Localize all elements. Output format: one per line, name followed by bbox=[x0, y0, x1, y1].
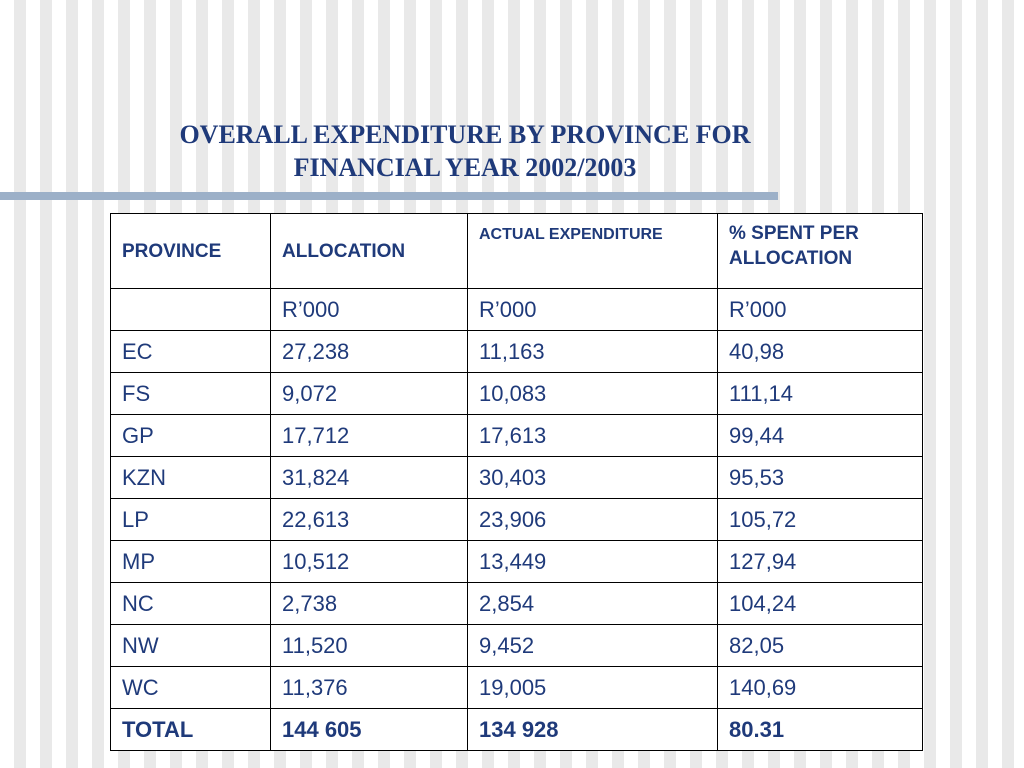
allocation-cell: 22,613 bbox=[270, 498, 468, 541]
table-row: EC 27,238 11,163 40,98 bbox=[110, 330, 923, 373]
expenditure-cell: 9,452 bbox=[467, 624, 718, 667]
unit-cell: R’000 bbox=[467, 288, 718, 331]
percent-cell: 140,69 bbox=[717, 666, 923, 709]
percent-cell: 40,98 bbox=[717, 330, 923, 373]
percent-cell: 127,94 bbox=[717, 540, 923, 583]
table-row: FS 9,072 10,083 111,14 bbox=[110, 372, 923, 415]
title-line-2: FINANCIAL YEAR 2002/2003 bbox=[293, 153, 637, 182]
header-actual-expenditure: ACTUAL EXPENDITURE bbox=[467, 213, 718, 289]
expenditure-cell: 10,083 bbox=[467, 372, 718, 415]
total-expenditure: 134 928 bbox=[467, 708, 718, 751]
allocation-cell: 10,512 bbox=[270, 540, 468, 583]
allocation-cell: 11,520 bbox=[270, 624, 468, 667]
expenditure-cell: 13,449 bbox=[467, 540, 718, 583]
header-allocation: ALLOCATION bbox=[270, 213, 468, 289]
province-cell: WC bbox=[110, 666, 271, 709]
table-row: MP 10,512 13,449 127,94 bbox=[110, 540, 923, 583]
expenditure-cell: 30,403 bbox=[467, 456, 718, 499]
province-cell: NC bbox=[110, 582, 271, 625]
table-row: NW 11,520 9,452 82,05 bbox=[110, 624, 923, 667]
total-percent: 80.31 bbox=[717, 708, 923, 751]
table-row: KZN 31,824 30,403 95,53 bbox=[110, 456, 923, 499]
total-row: TOTAL 144 605 134 928 80.31 bbox=[110, 708, 923, 751]
allocation-cell: 17,712 bbox=[270, 414, 468, 457]
percent-cell: 104,24 bbox=[717, 582, 923, 625]
province-cell: NW bbox=[110, 624, 271, 667]
table-header-row: PROVINCE ALLOCATION ACTUAL EXPENDITURE %… bbox=[110, 213, 923, 289]
province-cell: GP bbox=[110, 414, 271, 457]
expenditure-table: PROVINCE ALLOCATION ACTUAL EXPENDITURE %… bbox=[110, 213, 923, 751]
unit-cell: R’000 bbox=[270, 288, 468, 331]
expenditure-cell: 17,613 bbox=[467, 414, 718, 457]
allocation-cell: 2,738 bbox=[270, 582, 468, 625]
title-line-1: OVERALL EXPENDITURE BY PROVINCE FOR bbox=[179, 120, 751, 149]
units-row: R’000 R’000 R’000 bbox=[110, 288, 923, 331]
province-cell: EC bbox=[110, 330, 271, 373]
allocation-cell: 9,072 bbox=[270, 372, 468, 415]
total-label: TOTAL bbox=[110, 708, 271, 751]
slide-title: OVERALL EXPENDITURE BY PROVINCE FOR FINA… bbox=[150, 118, 780, 184]
header-province: PROVINCE bbox=[110, 213, 271, 289]
province-cell: MP bbox=[110, 540, 271, 583]
allocation-cell: 11,376 bbox=[270, 666, 468, 709]
expenditure-cell: 19,005 bbox=[467, 666, 718, 709]
expenditure-cell: 23,906 bbox=[467, 498, 718, 541]
percent-cell: 99,44 bbox=[717, 414, 923, 457]
table-row: WC 11,376 19,005 140,69 bbox=[110, 666, 923, 709]
percent-cell: 111,14 bbox=[717, 372, 923, 415]
total-allocation: 144 605 bbox=[270, 708, 468, 751]
percent-cell: 105,72 bbox=[717, 498, 923, 541]
province-cell: FS bbox=[110, 372, 271, 415]
allocation-cell: 27,238 bbox=[270, 330, 468, 373]
expenditure-cell: 2,854 bbox=[467, 582, 718, 625]
percent-cell: 95,53 bbox=[717, 456, 923, 499]
province-cell: KZN bbox=[110, 456, 271, 499]
province-cell: LP bbox=[110, 498, 271, 541]
title-divider bbox=[0, 192, 778, 200]
table-row: NC 2,738 2,854 104,24 bbox=[110, 582, 923, 625]
table-row: GP 17,712 17,613 99,44 bbox=[110, 414, 923, 457]
header-percent-spent: % SPENT PER ALLOCATION bbox=[717, 213, 923, 289]
percent-cell: 82,05 bbox=[717, 624, 923, 667]
allocation-cell: 31,824 bbox=[270, 456, 468, 499]
unit-cell: R’000 bbox=[717, 288, 923, 331]
unit-cell bbox=[110, 288, 271, 331]
expenditure-cell: 11,163 bbox=[467, 330, 718, 373]
table-row: LP 22,613 23,906 105,72 bbox=[110, 498, 923, 541]
